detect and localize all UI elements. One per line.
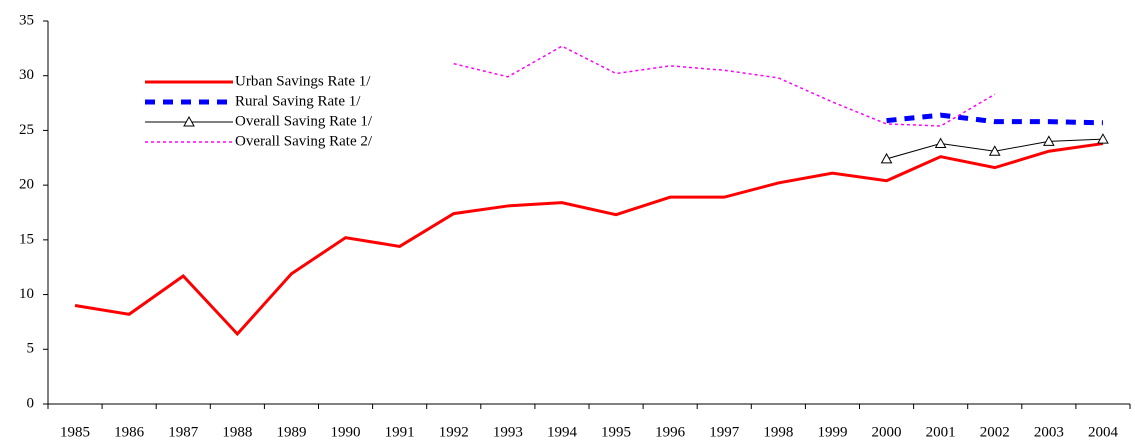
x-tick-label: 1988	[222, 424, 252, 440]
x-tick-label: 1995	[601, 424, 631, 440]
y-tick-label: 0	[27, 395, 35, 411]
x-tick-label: 1996	[655, 424, 686, 440]
x-tick-label: 1993	[493, 424, 523, 440]
x-tick-label: 2002	[980, 424, 1010, 440]
point-marker	[988, 145, 1001, 156]
legend-marker	[183, 115, 195, 127]
x-tick-label: 2000	[872, 424, 902, 440]
y-tick-label: 10	[19, 286, 34, 302]
x-tick-label: 1985	[60, 424, 90, 440]
x-tick-label: 1986	[114, 424, 145, 440]
x-tick-label: 1991	[385, 424, 415, 440]
y-tick-label: 15	[19, 231, 34, 247]
x-tick-label: 2004	[1088, 424, 1119, 440]
y-tick-label: 35	[19, 12, 34, 28]
x-tick-label: 1990	[331, 424, 361, 440]
series-line	[74, 142, 1104, 337]
y-tick-label: 25	[19, 122, 34, 138]
y-tick-label: 5	[27, 341, 35, 357]
series-line	[886, 112, 1104, 126]
legend-label: Overall Saving Rate 1/	[235, 113, 373, 129]
x-tick-label: 1994	[547, 424, 578, 440]
point-marker	[1043, 135, 1055, 146]
legend-label: Rural Saving Rate 1/	[235, 93, 361, 109]
x-tick-label: 1989	[276, 424, 306, 440]
x-tick-label: 1999	[817, 424, 847, 440]
y-tick-label: 20	[19, 177, 34, 193]
x-tick-label: 1998	[763, 424, 793, 440]
x-tick-label: 1992	[439, 424, 469, 440]
series-line	[453, 45, 996, 127]
x-tick-label: 2003	[1034, 424, 1064, 440]
legend-label: Urban Savings Rate 1/	[235, 73, 371, 89]
legend-label: Overall Saving Rate 2/	[235, 133, 373, 149]
x-tick-label: 2001	[926, 424, 956, 440]
point-marker	[880, 152, 893, 164]
x-tick-label: 1987	[168, 424, 199, 440]
x-tick-label: 1997	[709, 424, 740, 440]
point-marker	[1097, 133, 1109, 144]
point-marker	[934, 137, 947, 149]
y-tick-label: 30	[19, 67, 34, 83]
